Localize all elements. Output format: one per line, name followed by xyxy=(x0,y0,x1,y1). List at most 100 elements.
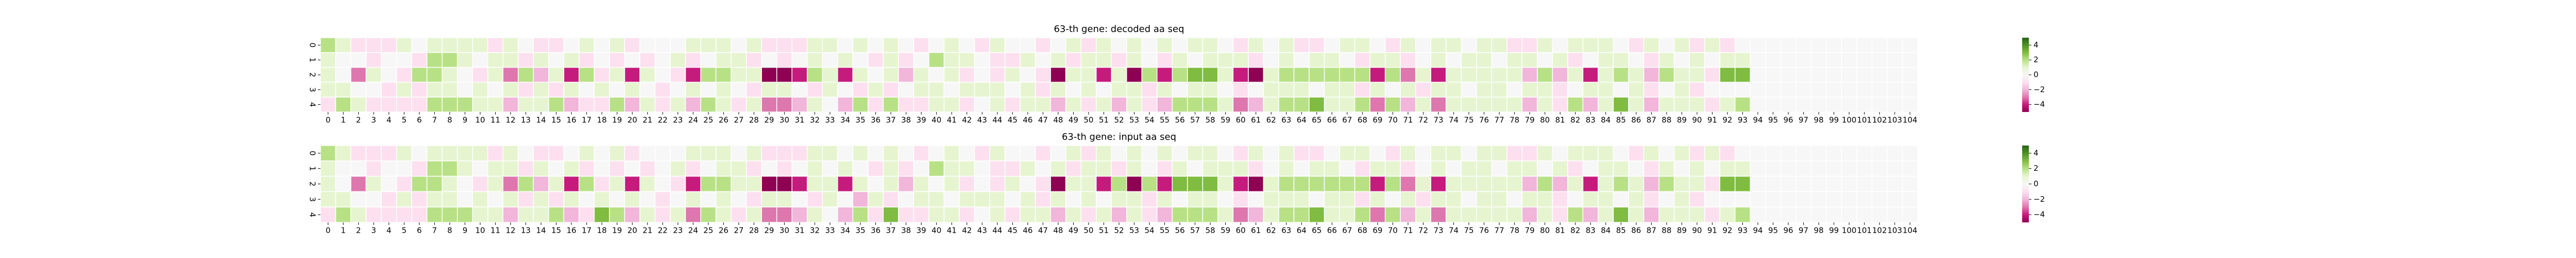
heatmap-cell xyxy=(1537,96,1553,112)
heatmap-cell xyxy=(1871,175,1888,192)
heatmap-cell xyxy=(381,37,397,53)
x-tick-label: 74 xyxy=(1449,226,1459,235)
heatmap-cell xyxy=(1324,160,1340,177)
heatmap-cell xyxy=(1065,160,1081,177)
heatmap-cell xyxy=(1552,175,1568,192)
heatmap-cell xyxy=(1826,175,1842,192)
heatmap-cell xyxy=(1232,82,1249,98)
heatmap-cell xyxy=(1506,160,1523,177)
heatmap-cell xyxy=(1521,52,1538,68)
x-tick-label: 18 xyxy=(597,226,607,235)
heatmap-cell xyxy=(1172,175,1188,192)
heatmap-cell xyxy=(761,191,777,207)
heatmap-cell xyxy=(1278,175,1295,192)
x-tick-label: 25 xyxy=(703,226,713,235)
x-tick-label: 31 xyxy=(794,116,804,125)
heatmap-cell xyxy=(1902,52,1918,68)
x-tick-label: 1 xyxy=(341,116,346,125)
heatmap-cell xyxy=(745,37,762,53)
heatmap-cell xyxy=(563,175,580,192)
heatmap-cell xyxy=(1004,206,1021,223)
heatmap-cell xyxy=(456,191,473,207)
x-tick-label: 93 xyxy=(1738,226,1748,235)
heatmap-cell xyxy=(1810,175,1827,192)
x-tick-label: 66 xyxy=(1327,226,1337,235)
heatmap-cell xyxy=(1902,145,1918,162)
heatmap-cell xyxy=(1750,160,1766,177)
heatmap-cell xyxy=(426,160,443,177)
heatmap-cell xyxy=(943,96,960,112)
x-tick-label: 83 xyxy=(1586,116,1596,125)
heatmap-cell xyxy=(1415,145,1431,162)
heatmap-cell xyxy=(989,191,1006,207)
heatmap-cell xyxy=(731,206,747,223)
x-tick-label: 103 xyxy=(1887,226,1902,235)
heatmap-cell xyxy=(609,37,625,53)
colorbar xyxy=(2022,38,2029,112)
x-tick-label: 76 xyxy=(1479,116,1489,125)
x-tick-label: 56 xyxy=(1175,116,1185,125)
heatmap-cell xyxy=(1719,175,1736,192)
heatmap-cell xyxy=(1795,67,1812,83)
heatmap-cell xyxy=(411,67,428,83)
x-tick-label: 48 xyxy=(1053,116,1063,125)
heatmap-cell xyxy=(320,96,336,112)
x-tick-label: 69 xyxy=(1372,226,1382,235)
heatmap-cell xyxy=(1719,191,1736,207)
heatmap-cell xyxy=(1719,206,1736,223)
heatmap-cell xyxy=(335,37,351,53)
heatmap-cell xyxy=(579,96,595,112)
heatmap-cell xyxy=(670,206,686,223)
x-tick-label: 49 xyxy=(1069,226,1078,235)
heatmap-cell xyxy=(1415,175,1431,192)
heatmap-cell xyxy=(1537,145,1553,162)
heatmap-cell xyxy=(1856,145,1873,162)
heatmap-cell xyxy=(745,82,762,98)
heatmap-cell xyxy=(639,37,656,53)
x-tick-label: 44 xyxy=(992,226,1002,235)
heatmap-cell xyxy=(1020,96,1036,112)
heatmap-cell xyxy=(852,37,869,53)
x-tick-label: 47 xyxy=(1038,226,1048,235)
heatmap-cell xyxy=(639,52,656,68)
heatmap-cell xyxy=(563,160,580,177)
heatmap-cell xyxy=(1765,191,1782,207)
x-tick-label: 2 xyxy=(356,226,361,235)
heatmap-cell xyxy=(350,191,367,207)
heatmap-cell xyxy=(1780,82,1797,98)
heatmap-cell xyxy=(411,96,428,112)
x-tick-label: 33 xyxy=(825,116,835,125)
x-tick-label: 5 xyxy=(402,116,407,125)
heatmap-cell xyxy=(807,82,823,98)
x-tick-label: 35 xyxy=(856,226,866,235)
heatmap-cell xyxy=(1719,52,1736,68)
x-tick-label: 40 xyxy=(931,226,941,235)
heatmap-cell xyxy=(1765,160,1782,177)
heatmap-cell xyxy=(624,82,640,98)
heatmap-cell xyxy=(1309,82,1325,98)
heatmap-cell xyxy=(1187,37,1204,53)
heatmap-cell xyxy=(1795,206,1812,223)
heatmap-cell xyxy=(731,96,747,112)
heatmap-cell xyxy=(1658,96,1675,112)
x-tick-label: 77 xyxy=(1495,226,1504,235)
heatmap-cell xyxy=(700,52,717,68)
heatmap-cell xyxy=(943,191,960,207)
heatmap-cell xyxy=(776,145,792,162)
heatmap-cell xyxy=(502,191,519,207)
y-tick-label: 2 xyxy=(308,72,317,77)
x-tick-label: 30 xyxy=(779,116,789,125)
heatmap-cell xyxy=(1810,160,1827,177)
heatmap-cell xyxy=(1248,191,1264,207)
heatmap-cell xyxy=(807,145,823,162)
heatmap-cell xyxy=(700,67,717,83)
heatmap-cell xyxy=(1765,52,1782,68)
chart-title: 63-th gene: decoded aa seq xyxy=(1054,24,1184,35)
heatmap-cell xyxy=(1841,52,1857,68)
heatmap-cell xyxy=(1293,37,1310,53)
heatmap-cell xyxy=(761,37,777,53)
heatmap-cell xyxy=(1384,175,1401,192)
x-tick-label: 32 xyxy=(810,116,820,125)
heatmap-cell xyxy=(1719,145,1736,162)
heatmap-cell xyxy=(1035,160,1051,177)
